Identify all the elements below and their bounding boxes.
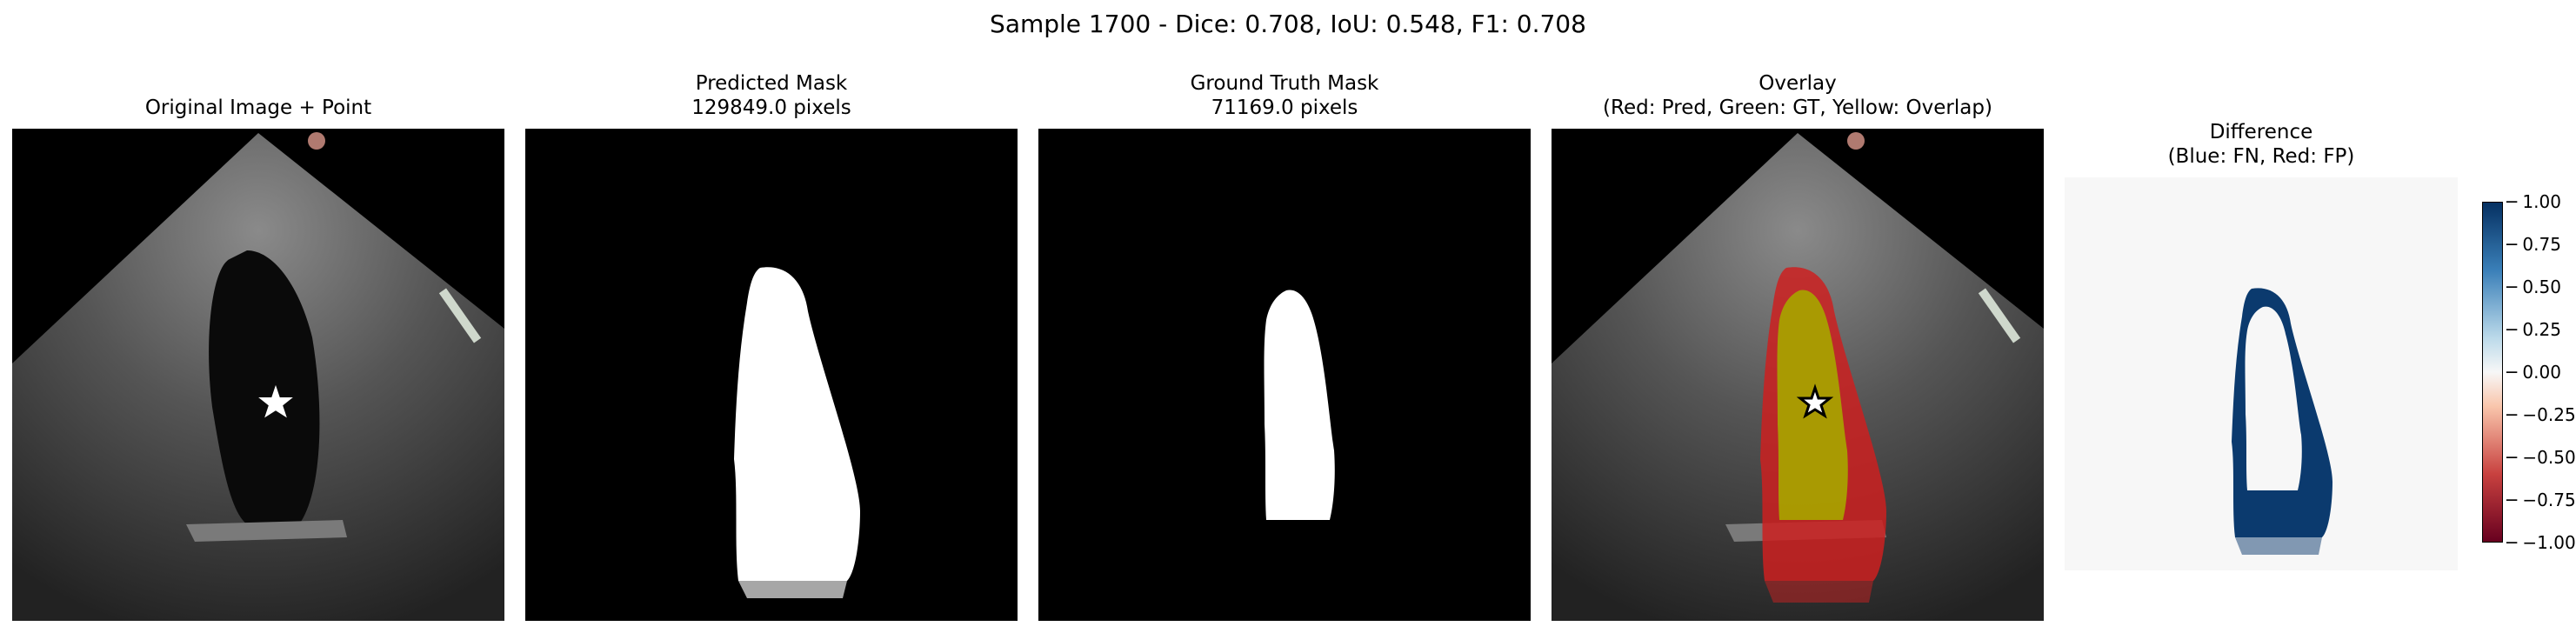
panel-title-ground-truth-line2: 71169.0 pixels bbox=[1211, 97, 1358, 119]
panel-title-difference: Difference (Blue: FN, Red: FP) bbox=[2065, 120, 2458, 169]
colorbar-tick-label: ─ 1.00 bbox=[2506, 191, 2561, 212]
colorbar-tick-label: ─ 0.25 bbox=[2506, 319, 2561, 340]
panel-title-predicted-line1: Predicted Mask bbox=[695, 72, 848, 95]
panel-title-difference-line2: (Blue: FN, Red: FP) bbox=[2167, 145, 2355, 168]
colorbar-tick-label: ─ −1.00 bbox=[2506, 532, 2576, 553]
panel-title-predicted: Predicted Mask 129849.0 pixels bbox=[525, 71, 1018, 120]
point-marker-star-icon bbox=[258, 384, 293, 418]
panel-title-original-line1: Original Image + Point bbox=[144, 97, 372, 119]
colorbar bbox=[2482, 202, 2503, 543]
colorbar-tick-label: ─ 0.50 bbox=[2506, 277, 2561, 297]
original-image-panel bbox=[12, 129, 504, 621]
colorbar-tick-label: ─ −0.25 bbox=[2506, 404, 2576, 425]
ground-truth-mask-panel bbox=[1038, 129, 1531, 621]
predicted-mask-region bbox=[734, 267, 860, 581]
panel-title-overlay-line2: (Red: Pred, Green: GT, Yellow: Overlap) bbox=[1603, 97, 1992, 119]
panel-title-ground-truth: Ground Truth Mask 71169.0 pixels bbox=[1038, 71, 1531, 120]
colorbar-tick-label: ─ 0.75 bbox=[2506, 234, 2561, 255]
panel-title-difference-line1: Difference bbox=[2209, 121, 2313, 143]
colorbar-tick-label: ─ 0.00 bbox=[2506, 362, 2561, 383]
figure-title: Sample 1700 - Dice: 0.708, IoU: 0.548, F… bbox=[990, 10, 1586, 38]
colorbar-tick-label: ─ −0.50 bbox=[2506, 447, 2576, 468]
panel-title-overlay: Overlay (Red: Pred, Green: GT, Yellow: O… bbox=[1552, 71, 2044, 120]
predicted-mask-panel bbox=[525, 129, 1018, 621]
colorbar-ticks: ─ 1.00 ─ 0.75 ─ 0.50 ─ 0.25 ─ 0.00 ─ −0.25 ─ −… bbox=[2506, 193, 2576, 558]
difference-region bbox=[2232, 288, 2332, 537]
panel-title-predicted-line2: 129849.0 pixels bbox=[691, 97, 851, 119]
difference-panel bbox=[2065, 177, 2458, 570]
ground-truth-mask-region bbox=[1264, 290, 1335, 520]
overlay-point-marker-star-icon bbox=[1796, 383, 1834, 419]
panel-title-overlay-line1: Overlay bbox=[1758, 72, 1837, 95]
panel-title-ground-truth-line1: Ground Truth Mask bbox=[1190, 72, 1379, 95]
overlay-panel bbox=[1552, 129, 2044, 621]
panel-title-original: Original Image + Point bbox=[12, 96, 504, 120]
colorbar-tick-label: ─ −0.75 bbox=[2506, 490, 2576, 510]
